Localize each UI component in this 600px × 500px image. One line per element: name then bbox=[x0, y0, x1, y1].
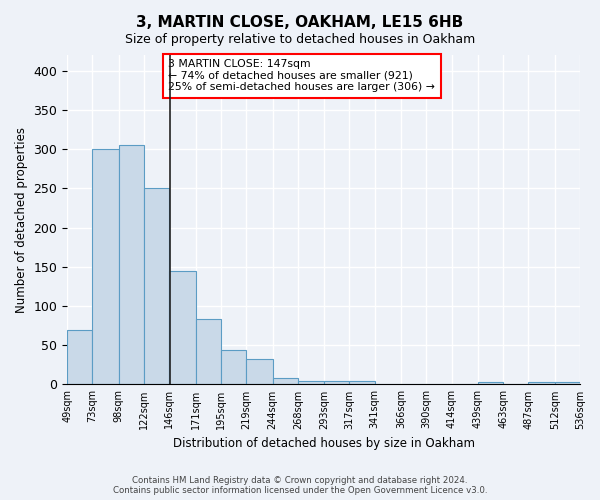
Bar bbox=[555, 382, 580, 384]
Bar bbox=[67, 330, 92, 384]
Text: 3, MARTIN CLOSE, OAKHAM, LE15 6HB: 3, MARTIN CLOSE, OAKHAM, LE15 6HB bbox=[136, 15, 464, 30]
Bar bbox=[478, 382, 503, 384]
Y-axis label: Number of detached properties: Number of detached properties bbox=[15, 126, 28, 312]
Bar bbox=[349, 380, 374, 384]
Text: Contains HM Land Registry data © Crown copyright and database right 2024.
Contai: Contains HM Land Registry data © Crown c… bbox=[113, 476, 487, 495]
Bar bbox=[272, 378, 298, 384]
Bar bbox=[196, 320, 221, 384]
Text: Size of property relative to detached houses in Oakham: Size of property relative to detached ho… bbox=[125, 32, 475, 46]
Bar bbox=[529, 382, 555, 384]
Bar bbox=[246, 358, 272, 384]
Bar bbox=[169, 270, 196, 384]
X-axis label: Distribution of detached houses by size in Oakham: Distribution of detached houses by size … bbox=[173, 437, 475, 450]
Bar bbox=[92, 149, 119, 384]
Bar bbox=[144, 188, 169, 384]
Bar bbox=[324, 380, 349, 384]
Bar bbox=[221, 350, 246, 384]
Bar bbox=[298, 380, 324, 384]
Bar bbox=[119, 145, 144, 384]
Text: 3 MARTIN CLOSE: 147sqm
← 74% of detached houses are smaller (921)
25% of semi-de: 3 MARTIN CLOSE: 147sqm ← 74% of detached… bbox=[168, 59, 435, 92]
